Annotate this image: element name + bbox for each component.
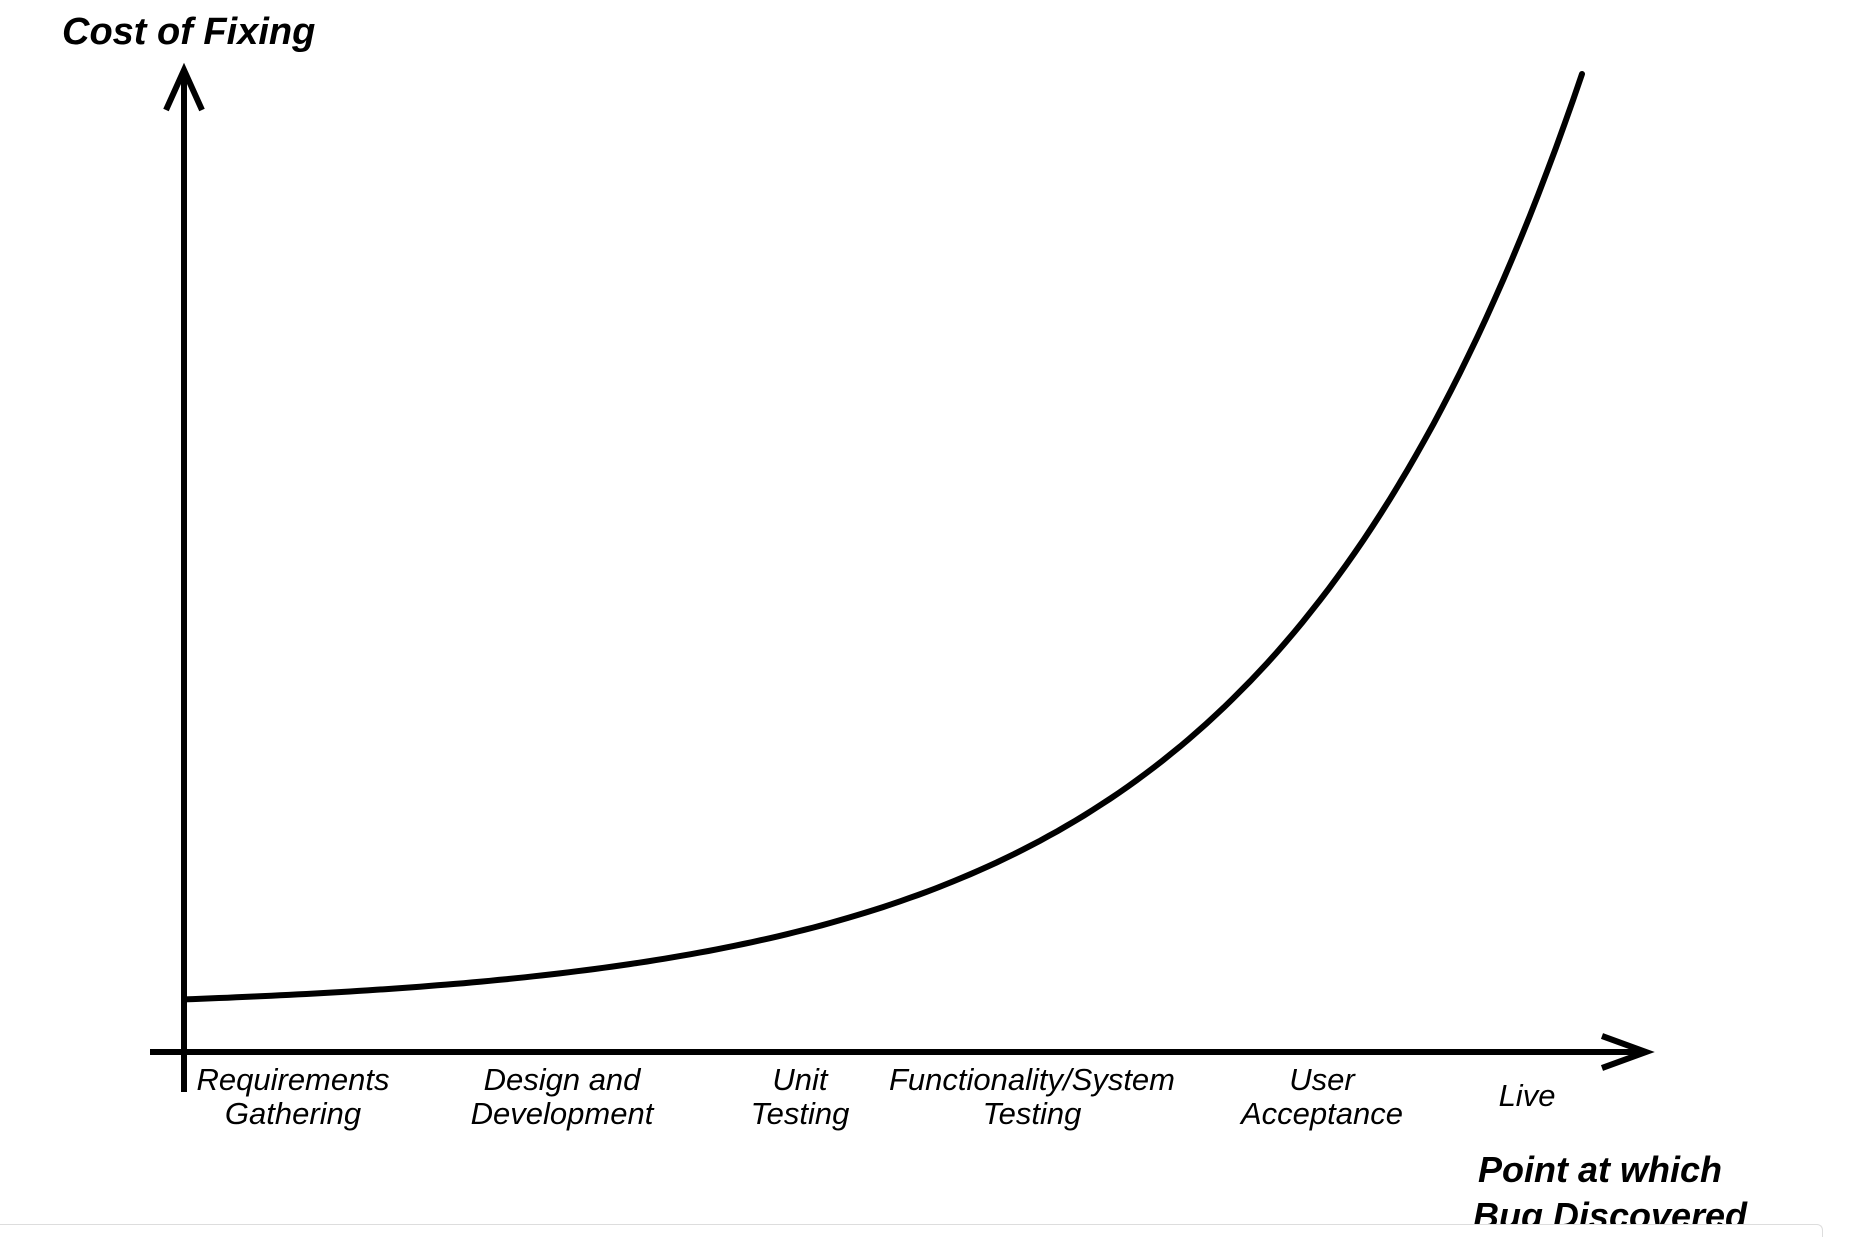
x-tick-label-line: Functionality/System	[889, 1062, 1175, 1097]
x-tick-label: Unit Testing	[751, 1062, 850, 1131]
x-tick-label-line: Live	[1499, 1078, 1556, 1113]
cost-curve-line	[181, 71, 1585, 1003]
x-tick-label-line: Testing	[983, 1096, 1082, 1131]
y-axis-arrowhead	[163, 62, 205, 112]
x-tick-label-line: Unit	[772, 1062, 829, 1097]
x-tick-label-line: Design and	[484, 1062, 643, 1097]
x-tick-label-line: User	[1289, 1062, 1356, 1097]
x-tick-label: Functionality/System Testing	[889, 1062, 1175, 1131]
x-tick-label: Requirements Gathering	[197, 1062, 390, 1131]
y-axis-title: Cost of Fixing	[62, 11, 315, 53]
x-axis-arrowhead	[1600, 1033, 1655, 1071]
x-tick-label-line: Development	[471, 1096, 655, 1131]
x-tick-label-line: Testing	[751, 1096, 850, 1131]
x-tick-label: Design and Development	[471, 1062, 655, 1131]
x-axis-title: Point at which Bug Discovered	[1473, 1149, 1748, 1236]
x-tick-label-line: Gathering	[225, 1096, 361, 1131]
bottom-edge-strip	[0, 1224, 1823, 1237]
x-axis-title-line-1: Point at which	[1478, 1149, 1722, 1190]
x-tick-label: Live	[1499, 1078, 1556, 1113]
x-tick-label: User Acceptance	[1239, 1062, 1403, 1131]
x-tick-labels: Requirements Gathering Design and Developme…	[197, 1062, 1556, 1131]
x-tick-label-line: Acceptance	[1239, 1096, 1403, 1131]
x-tick-label-line: Requirements	[197, 1062, 390, 1097]
